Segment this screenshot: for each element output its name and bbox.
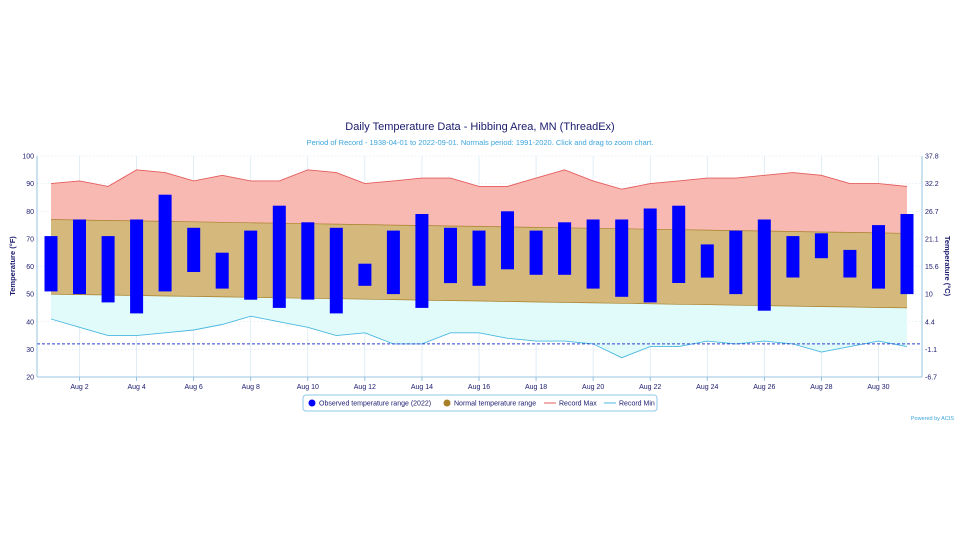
y-tick-label-right: 37.8 — [925, 154, 939, 161]
y-tick-label-left: 20 — [26, 375, 34, 382]
observed-bar-aug-12[interactable] — [358, 263, 372, 286]
legend-observed-marker — [308, 399, 316, 407]
observed-bar-aug-8[interactable] — [244, 230, 258, 300]
observed-bar-aug-27[interactable] — [786, 236, 800, 278]
legend-normal-marker — [443, 399, 451, 407]
observed-bar-aug-30[interactable] — [872, 225, 885, 289]
observed-bar-aug-22[interactable] — [643, 208, 657, 303]
legend-item-record-min[interactable]: Record Min — [604, 401, 655, 408]
legend-observed-label: Observed temperature range (2022) — [319, 401, 431, 408]
observed-bar-aug-2[interactable] — [73, 219, 86, 295]
legend-record-min-label: Record Min — [619, 401, 655, 408]
x-tick-label: Aug 26 — [753, 384, 775, 391]
record-max-line — [50, 169, 908, 190]
x-tick-label: Aug 22 — [639, 384, 661, 391]
y-tick-label-right: 26.7 — [925, 209, 939, 216]
x-tick-label: Aug 8 — [242, 384, 260, 391]
area-series — [37, 169, 922, 359]
x-tick-label: Aug 24 — [696, 384, 718, 391]
observed-bar-aug-25[interactable] — [729, 230, 743, 295]
observed-bar-aug-29[interactable] — [843, 249, 857, 278]
observed-bar-aug-3[interactable] — [101, 236, 115, 303]
y-axis-title-right: Temperature (°C) — [943, 236, 952, 297]
observed-bar-aug-5[interactable] — [158, 194, 172, 292]
y-axis-left: 20 30 40 50 60 70 80 90 100 — [22, 154, 38, 382]
observed-bar-aug-13[interactable] — [386, 230, 400, 295]
record-max-area — [51, 169, 907, 234]
x-tick-label: Aug 4 — [127, 384, 145, 391]
record-min-area — [51, 294, 907, 358]
x-tick-label: Aug 20 — [582, 384, 604, 391]
legend-record-max-label: Record Max — [559, 401, 597, 408]
legend-item-record-max[interactable]: Record Max — [544, 401, 597, 408]
y-tick-label-left: 80 — [26, 209, 34, 216]
legend-normal-label: Normal temperature range — [454, 401, 536, 408]
x-tick-label: Aug 18 — [525, 384, 547, 391]
observed-bar-aug-14[interactable] — [415, 214, 429, 308]
x-tick-label: Aug 16 — [468, 384, 490, 391]
observed-bar-aug-6[interactable] — [187, 227, 201, 272]
y-tick-label-left: 60 — [26, 264, 34, 271]
x-tick-label: Aug 12 — [354, 384, 376, 391]
y-tick-label-left: 100 — [22, 154, 34, 161]
x-axis: Aug 2 Aug 4 Aug 6 Aug 8 Aug 10 Aug 12 Aug 14 Au… — [37, 376, 922, 391]
observed-bar-aug-24[interactable] — [700, 244, 714, 278]
y-tick-label-right: 10 — [925, 292, 933, 299]
observed-bar-aug-11[interactable] — [329, 227, 343, 314]
x-tick-label: Aug 28 — [810, 384, 832, 391]
x-tick-label: Aug 30 — [867, 384, 889, 391]
y-tick-label-right: -1.1 — [925, 347, 937, 354]
y-tick-label-right: 4.4 — [925, 319, 935, 326]
observed-bar-aug-4[interactable] — [130, 219, 144, 314]
chart-subtitle: Period of Record - 1938-04-01 to 2022-09… — [307, 138, 654, 147]
observed-bar-aug-26[interactable] — [757, 219, 771, 311]
observed-bar-aug-18[interactable] — [529, 230, 543, 275]
x-tick-label: Aug 10 — [297, 384, 319, 391]
observed-bar-aug-10[interactable] — [301, 222, 315, 300]
observed-bar-aug-15[interactable] — [444, 227, 457, 284]
observed-bar-aug-1[interactable] — [44, 236, 58, 292]
legend-item-observed[interactable]: Observed temperature range (2022) — [308, 399, 432, 408]
observed-bar-aug-20[interactable] — [586, 219, 600, 289]
observed-bar-aug-21[interactable] — [615, 219, 629, 297]
observed-bar-aug-23[interactable] — [672, 205, 686, 283]
y-axis-title-left: Temperature (°F) — [8, 236, 17, 296]
observed-bar-aug-28[interactable] — [814, 233, 828, 259]
y-tick-label-left: 40 — [26, 319, 34, 326]
y-tick-label-right: -6.7 — [925, 375, 937, 382]
y-axis-right: -6.7 -1.1 4.4 10 15.6 21.1 26.7 32.2 37.8 — [921, 154, 939, 382]
record-min-line — [50, 315, 908, 359]
y-tick-label-right: 21.1 — [925, 236, 939, 243]
x-tick-label: Aug 14 — [411, 384, 433, 391]
y-tick-label-left: 90 — [26, 181, 34, 188]
x-tick-label: Aug 2 — [70, 384, 88, 391]
legend[interactable]: Observed temperature range (2022) Normal… — [302, 394, 658, 412]
y-tick-label-right: 15.6 — [925, 264, 939, 271]
observed-bar-aug-19[interactable] — [558, 222, 572, 275]
y-tick-label-left: 30 — [26, 347, 34, 354]
observed-bar-aug-17[interactable] — [501, 211, 514, 270]
y-tick-label-left: 50 — [26, 292, 34, 299]
chart-title: Daily Temperature Data - Hibbing Area, M… — [345, 121, 614, 133]
observed-bar-aug-31[interactable] — [900, 214, 914, 295]
observed-bar-aug-7[interactable] — [215, 252, 229, 289]
y-tick-label-right: 32.2 — [925, 181, 939, 188]
x-tick-label: Aug 6 — [185, 384, 203, 391]
observed-bars[interactable] — [44, 194, 914, 314]
observed-bar-aug-9[interactable] — [272, 205, 286, 308]
observed-bar-aug-16[interactable] — [472, 230, 486, 286]
credits-link[interactable]: Powered by ACIS — [911, 416, 954, 422]
legend-box — [302, 394, 658, 412]
y-tick-label-left: 70 — [26, 236, 34, 243]
legend-item-normal[interactable]: Normal temperature range — [443, 399, 537, 408]
